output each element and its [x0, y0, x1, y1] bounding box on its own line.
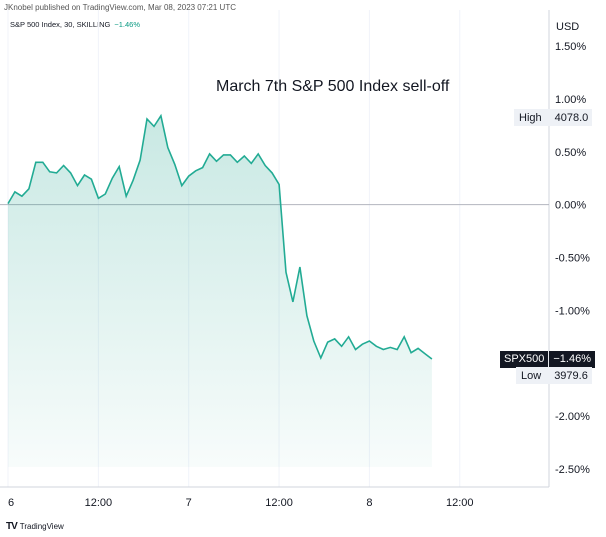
y-tick-label: -2.00%	[555, 411, 590, 423]
x-axis-ticks: 6 12:00 7 12:00 8 12:00	[8, 497, 474, 509]
last-value: −1.46%	[549, 351, 595, 368]
y-tick-label: 0.00%	[555, 200, 586, 212]
y-tick-label: -0.50%	[555, 253, 590, 265]
symbol-name: S&P 500 Index, 30, SKILLING	[10, 20, 111, 29]
price-line	[7, 113, 433, 361]
low-label: Low	[521, 369, 542, 382]
attribution-text: JKnobel published on TradingView.com, Ma…	[4, 3, 236, 12]
x-tick-label: 12:00	[446, 497, 474, 509]
y-tick-label: 1.00%	[555, 94, 586, 106]
x-tick-label: 8	[366, 497, 372, 509]
y-tick-label: 1.50%	[555, 41, 586, 53]
high-value: 4078.0	[554, 111, 589, 124]
symbol-change: −1.46%	[114, 20, 140, 29]
area-fill	[8, 115, 432, 468]
footer-brand[interactable]: TV TradingView	[6, 521, 64, 532]
last-symbol: SPX500	[500, 351, 549, 368]
symbol-legend: S&P 500 Index, 30, SKILLING −1.46%	[10, 20, 140, 29]
chart-title: March 7th S&P 500 Index sell-off	[216, 78, 450, 95]
high-label: High	[519, 111, 542, 124]
last-price-badge: SPX500 −1.46%	[500, 351, 595, 368]
brand-name: TradingView	[19, 522, 64, 531]
x-tick-label: 12:00	[85, 497, 113, 509]
currency-label: USD	[556, 21, 580, 33]
y-tick-label: -1.00%	[555, 305, 590, 317]
y-axis-ticks: 1.50% 1.00% 0.50% 0.00% -0.50% -1.00% -2.00% -2…	[555, 41, 590, 476]
x-tick-label: 12:00	[265, 497, 293, 509]
y-tick-label: -2.50%	[555, 464, 590, 476]
low-value: 3979.6	[554, 369, 588, 382]
y-tick-label: 0.50%	[555, 147, 586, 159]
x-tick-label: 6	[8, 497, 14, 509]
low-badge: Low 3979.6	[516, 367, 592, 384]
x-tick-label: 7	[186, 497, 192, 509]
tradingview-logo-icon: TV	[6, 521, 18, 532]
high-badge: High 4078.0	[514, 109, 593, 126]
